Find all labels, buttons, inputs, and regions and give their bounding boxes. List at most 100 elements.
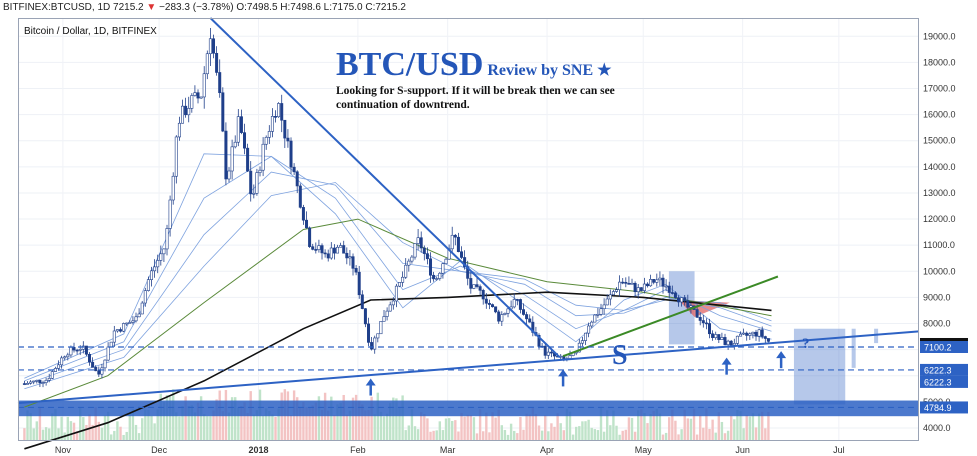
volume-bar (466, 414, 469, 441)
volume-bar (658, 413, 662, 441)
volume-bar (460, 412, 463, 441)
volume-bar (128, 413, 132, 441)
candle-body (94, 367, 98, 372)
candle-body (401, 276, 405, 283)
volume-bar (364, 410, 367, 441)
candle-body (202, 73, 206, 98)
volume-bar (581, 421, 584, 441)
volume-bar (311, 405, 314, 441)
volume-bar (593, 429, 597, 441)
candle-body (91, 361, 95, 368)
volume-bar (69, 421, 73, 441)
volume-bar (606, 410, 609, 441)
volume-bar (296, 397, 299, 441)
candle-body (633, 282, 637, 293)
candle-body (605, 298, 609, 306)
candle-body (233, 141, 237, 148)
volume-bar (602, 431, 606, 441)
volume-bar (488, 432, 491, 441)
candle-body (537, 335, 541, 347)
candle-body (50, 371, 54, 379)
volume-bar (268, 410, 271, 441)
volume-bar (35, 421, 39, 441)
support-arrows (365, 351, 787, 396)
candle-body (413, 243, 417, 258)
candle-body (422, 247, 426, 254)
volume-bar (206, 416, 209, 441)
volume-bar (327, 410, 330, 441)
volume-bar (32, 428, 35, 441)
volume-bar (51, 413, 54, 441)
volume-bar (562, 430, 566, 441)
volume-bar (144, 409, 147, 441)
candle-body (177, 122, 181, 138)
volume-bar (243, 402, 246, 441)
candle-body (100, 367, 104, 375)
candle-body (463, 257, 467, 268)
candle-body (543, 345, 547, 356)
volume-bar (534, 413, 538, 441)
candle-body (757, 329, 761, 337)
volume-bar (742, 428, 745, 441)
candle-body (184, 105, 188, 116)
volume-bar (395, 398, 398, 441)
candle-body (72, 347, 76, 351)
candle-body (677, 297, 681, 303)
candle-body (503, 313, 507, 315)
candle-body (649, 279, 653, 287)
candle-body (720, 337, 724, 340)
volume-bar (761, 411, 764, 441)
volume-bar (271, 414, 274, 441)
candle-body (146, 279, 150, 291)
volume-bar (568, 411, 572, 441)
volume-bars (23, 389, 770, 441)
volume-bar (612, 410, 615, 441)
volume-bar (618, 434, 621, 441)
candle-body (35, 380, 39, 382)
volume-bar (699, 415, 702, 441)
volume-bar (165, 395, 169, 441)
candle-body (286, 137, 290, 142)
candle-body (323, 252, 327, 255)
price-badge-label: 6222.3 (924, 365, 952, 375)
volume-bar (398, 407, 401, 441)
volume-bar (717, 412, 721, 441)
volume-bar (416, 429, 420, 441)
volume-bar (333, 415, 336, 441)
candle-body (125, 322, 129, 325)
candle-body (388, 304, 392, 312)
volume-bar (655, 408, 659, 441)
candle-body (239, 116, 243, 133)
candle-body (695, 309, 699, 318)
candle-body (652, 279, 656, 283)
volume-bar (686, 418, 690, 441)
x-tick-label: Jul (833, 445, 845, 455)
candle-body (348, 256, 352, 259)
candle-body (289, 140, 293, 168)
candle-body (419, 237, 423, 249)
candle-body (26, 383, 30, 385)
volume-bar (41, 429, 45, 441)
volume-bar (44, 427, 48, 441)
candle-body (410, 256, 414, 262)
candle-body (258, 169, 262, 173)
volume-bar (119, 426, 122, 441)
volume-bar (454, 420, 457, 441)
candle-body (512, 299, 516, 308)
candle-body (475, 284, 479, 287)
candle-body (587, 325, 591, 334)
candle-body (500, 314, 504, 322)
volume-bar (345, 414, 349, 441)
annotation-heading: BTC/USD (336, 46, 484, 83)
volume-bar (156, 409, 159, 441)
candle-body (249, 170, 253, 195)
candle-body (103, 359, 107, 369)
candle-body (618, 281, 622, 290)
star-icon: ★ (597, 62, 612, 79)
candle-body (661, 277, 665, 287)
candle-body (63, 356, 67, 359)
volume-bar (525, 413, 528, 441)
volume-bar (317, 396, 321, 441)
volume-bar (203, 414, 206, 441)
